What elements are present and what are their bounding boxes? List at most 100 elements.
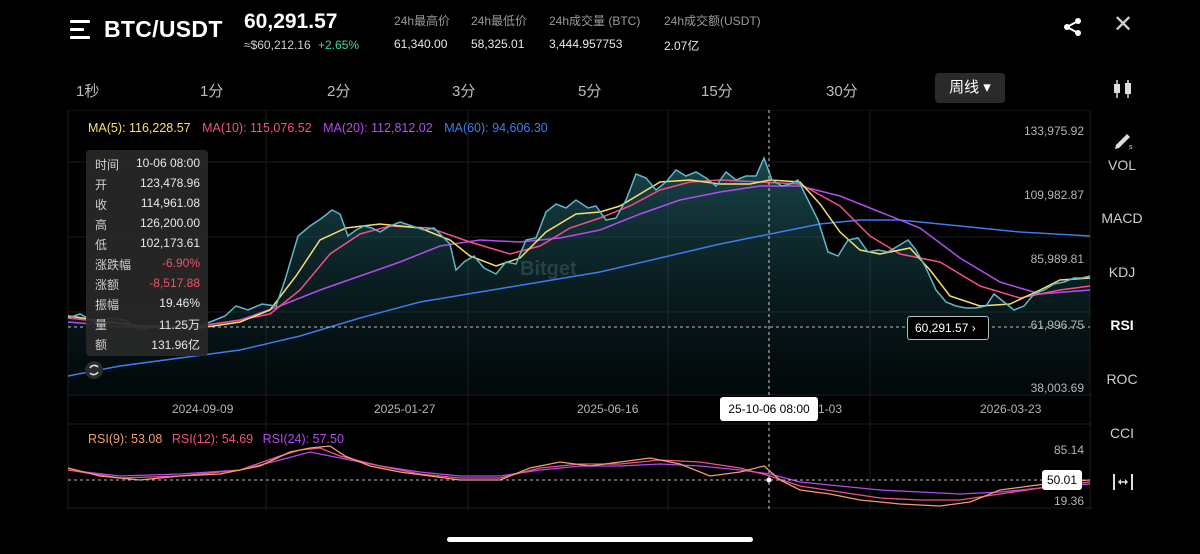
tooltip-key: 涨跌幅 — [95, 258, 132, 272]
tooltip-row-close: 收 114,961.08 — [95, 196, 200, 216]
stat-24h-volume: 24h成交量 (BTC) 3,444.957753 — [549, 12, 640, 51]
tooltip-row-change-pct: 涨跌幅 -6.90% — [95, 256, 200, 276]
tab-5m[interactable]: 5分 — [578, 83, 602, 100]
y-axis-label: 109,982.87 — [1023, 188, 1084, 202]
crosshair-dot — [766, 477, 772, 483]
tab-15m[interactable]: 15分 — [701, 83, 733, 100]
stat-24h-turnover: 24h成交额(USDT) 2.07亿 — [664, 12, 761, 54]
rsi-axis-label: 85.14 — [1053, 443, 1084, 457]
tooltip-value: 102,173.61 — [139, 236, 200, 250]
x-axis-label: 1-03 — [818, 402, 843, 416]
menu-icon[interactable] — [70, 20, 92, 40]
tooltip-row-low: 低 102,173.61 — [95, 236, 200, 256]
x-axis-label: 2025-01-27 — [374, 402, 436, 416]
stat-value: 58,325.01 — [471, 37, 525, 51]
tooltip-value: -6.90% — [161, 256, 200, 270]
stat-24h-low: 24h最低价 58,325.01 — [471, 12, 527, 51]
side-indicator-vol[interactable]: VOL — [1107, 157, 1136, 173]
tooltip-key: 开 — [95, 178, 108, 192]
svg-text:s: s — [1129, 144, 1133, 150]
stat-label: 24h成交量 (BTC) — [549, 14, 641, 28]
price-area-fill — [68, 158, 1090, 395]
watermark-logo: Bitget — [520, 258, 577, 280]
tab-weekly[interactable]: 周线 ▾ — [935, 73, 1005, 103]
tooltip-value: 114,961.08 — [140, 196, 200, 210]
draw-pen-icon[interactable]: s — [1112, 128, 1134, 150]
tooltip-row-time: 时间 10-06 08:00 — [95, 156, 200, 176]
price-change: +2.65% — [318, 38, 360, 52]
legend-rsi12: RSI(12): 54.69 — [171, 432, 254, 446]
tooltip-row-volume: 量 11.25万 — [95, 316, 200, 336]
stat-value: 61,340.00 — [394, 37, 448, 51]
side-indicator-kdj[interactable]: KDJ — [1108, 264, 1136, 280]
y-axis-label: 38,003.69 — [1030, 381, 1084, 395]
current-price-tag[interactable]: 60,291.57 › — [907, 316, 989, 340]
tab-30m[interactable]: 30分 — [826, 83, 858, 100]
price-line — [67, 155, 1091, 331]
tooltip-row-turnover: 额 131.96亿 — [95, 336, 200, 356]
rsi9-line — [67, 445, 1091, 507]
tooltip-key: 额 — [95, 338, 108, 352]
legend-ma5: MA(5): 116,228.57 — [88, 121, 191, 135]
side-indicator-cci[interactable]: CCI — [1109, 425, 1135, 441]
stat-value: 2.07亿 — [664, 39, 700, 53]
tooltip-key: 振幅 — [95, 298, 120, 312]
x-axis-label: 2026-03-23 — [980, 402, 1042, 416]
tooltip-key: 涨额 — [95, 278, 120, 292]
tooltip-value: -8,517.88 — [149, 276, 200, 290]
side-indicator-macd[interactable]: MACD — [1101, 210, 1143, 226]
tab-2m[interactable]: 2分 — [327, 83, 351, 100]
tooltip-row-change-amt: 涨额 -8,517.88 — [95, 276, 200, 296]
legend-ma20: MA(20): 112,812.02 — [323, 121, 433, 135]
last-price: 60,291.57 — [244, 10, 338, 33]
close-icon[interactable]: ✕ — [1112, 11, 1134, 38]
stat-label: 24h最低价 — [471, 14, 528, 28]
tooltip-key: 低 — [95, 238, 108, 252]
x-axis-label: 2025-06-16 — [577, 402, 639, 416]
tooltip-key: 高 — [95, 218, 108, 232]
x-axis-label: 2024-09-09 — [172, 402, 234, 416]
tooltip-row-open: 开 123,478.96 — [95, 176, 200, 196]
trading-pair-title[interactable]: BTC/USDT — [104, 16, 223, 42]
side-indicator-roc[interactable]: ROC — [1106, 371, 1138, 387]
y-axis-label: 133,975.92 — [1023, 124, 1084, 138]
tooltip-value: 131.96亿 — [151, 338, 200, 352]
legend-rsi24: RSI(24): 57.50 — [262, 432, 344, 446]
side-indicator-rsi[interactable]: RSI — [1110, 317, 1134, 333]
tooltip-value: 19.46% — [159, 296, 200, 310]
y-axis-label: 85,989.81 — [1030, 252, 1084, 266]
crosshair-date-label: 25-10-06 08:00 — [720, 397, 818, 421]
tab-3m[interactable]: 3分 — [452, 83, 476, 100]
candlestick-icon[interactable] — [1112, 78, 1134, 100]
rsi24-line — [67, 451, 1091, 495]
tooltip-value: 123,478.96 — [139, 176, 200, 190]
y-axis-label: 61,996.75 — [1030, 318, 1084, 332]
converted-price: ≈$60,212.16 — [244, 38, 311, 52]
reset-zoom-icon[interactable] — [84, 360, 104, 380]
rsi-legend: RSI(9): 53.08 RSI(12): 54.69 RSI(24): 57… — [88, 432, 350, 446]
rsi-crosshair-value: 50.01 — [1042, 470, 1082, 490]
tooltip-row-high: 高 126,200.00 — [95, 216, 200, 236]
legend-ma10: MA(10): 115,076.52 — [202, 121, 312, 135]
ma5-line — [67, 179, 1091, 329]
ma-legend: MA(5): 116,228.57 MA(10): 115,076.52 MA(… — [88, 121, 556, 135]
tooltip-key: 收 — [95, 198, 108, 212]
rsi-axis-label: 19.36 — [1053, 494, 1084, 508]
stat-24h-high: 24h最高价 61,340.00 — [394, 12, 450, 51]
tooltip-value: 126,200.00 — [139, 216, 200, 230]
expand-width-icon[interactable] — [1112, 472, 1134, 492]
crosshair-tooltip: 时间 10-06 08:00 开 123,478.96 收 114,961.08 高 1… — [86, 150, 208, 356]
tab-1s[interactable]: 1秒 — [76, 83, 100, 100]
legend-ma60: MA(60): 94,606.30 — [444, 121, 548, 135]
tooltip-row-amplitude: 振幅 19.46% — [95, 296, 200, 316]
home-indicator[interactable] — [447, 537, 753, 542]
tooltip-value: 11.25万 — [158, 318, 200, 332]
tooltip-value: 10-06 08:00 — [135, 156, 200, 170]
stat-label: 24h成交额(USDT) — [664, 14, 761, 28]
price-chart[interactable] — [0, 110, 1092, 520]
stat-label: 24h最高价 — [394, 14, 451, 28]
tab-1m[interactable]: 1分 — [200, 83, 224, 100]
price-subline: ≈$60,212.16 +2.65% — [244, 38, 359, 52]
share-icon[interactable] — [1062, 16, 1084, 38]
ma10-line — [67, 179, 1091, 327]
